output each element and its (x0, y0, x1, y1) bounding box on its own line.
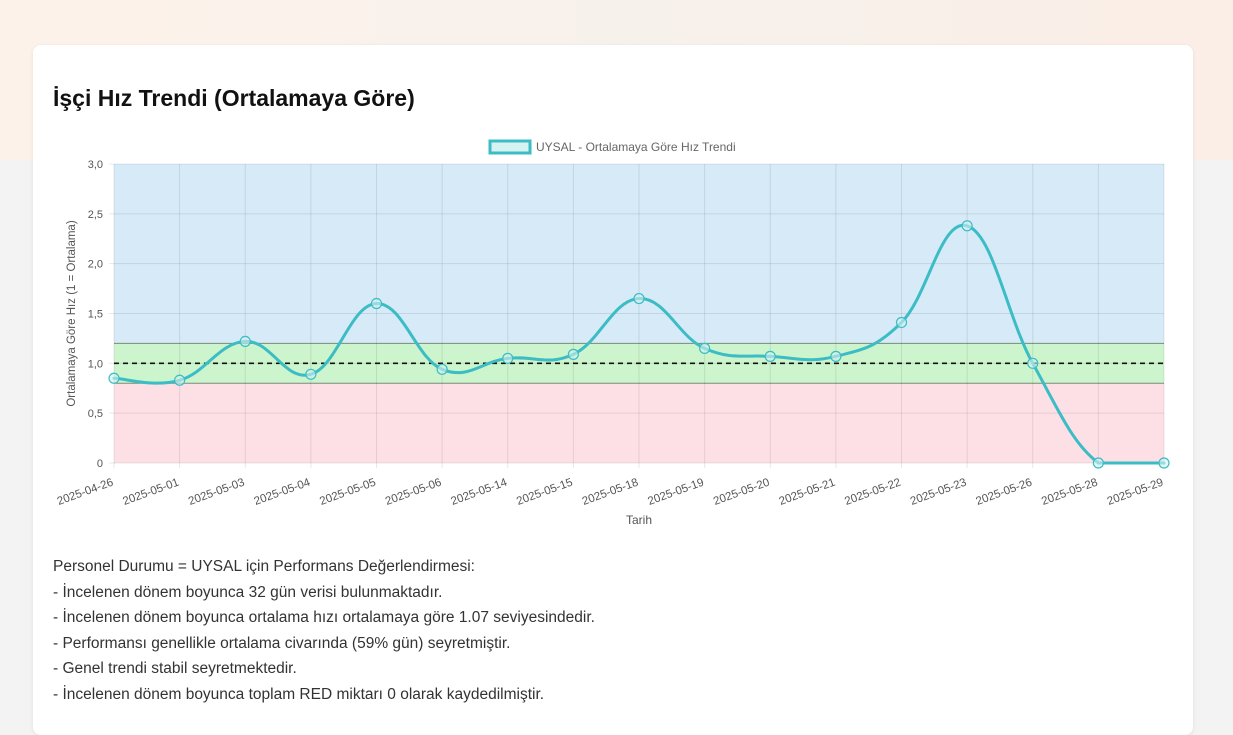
x-tick-label: 2025-05-14 (449, 476, 509, 508)
data-point[interactable] (1158, 457, 1170, 469)
data-point[interactable] (567, 348, 579, 360)
data-point[interactable] (239, 335, 251, 348)
x-tick-label: 2025-05-21 (778, 477, 837, 508)
data-point[interactable] (108, 372, 120, 384)
data-point[interactable] (830, 350, 842, 362)
summary-line-performance: - Performansı genellikle ortalama civarı… (53, 634, 511, 652)
y-tick-label: 2,0 (88, 259, 103, 271)
summary-line-days: - İncelenen dönem boyunca 32 gün verisi … (53, 583, 443, 601)
page-title: İşçi Hız Trendi (Ortalamaya Göre) (53, 85, 415, 111)
data-point[interactable] (502, 352, 514, 364)
band-2 (114, 383, 1164, 463)
y-tick-label: 1,0 (88, 358, 103, 370)
data-point[interactable] (1092, 457, 1104, 469)
y-axis-label: Ortalamaya Göre Hız (1 = Ortalama) (66, 220, 78, 406)
data-point[interactable] (633, 292, 645, 305)
x-tick-label: 2025-05-22 (843, 477, 902, 508)
performance-summary: Personel Durumu = UYSAL için Performans … (53, 554, 595, 707)
x-tick-label: 2025-05-28 (1040, 477, 1099, 508)
data-point[interactable] (961, 220, 973, 232)
x-tick-label: 2025-05-03 (187, 477, 246, 508)
x-axis-label: Tarih (626, 513, 652, 527)
x-tick-label: 2025-05-01 (121, 477, 180, 508)
summary-line-red: - İncelenen dönem boyunca toplam RED mik… (53, 685, 545, 703)
chart-card: İşçi Hız Trendi (Ortalamaya Göre) 0 0,5 1,… (33, 45, 1193, 735)
data-point[interactable] (699, 342, 711, 354)
data-point[interactable] (1027, 357, 1039, 369)
summary-line-heading: Personel Durumu = UYSAL için Performans … (53, 558, 475, 575)
x-tick-label: 2025-05-18 (581, 477, 640, 508)
x-tick-label: 2025-05-06 (384, 477, 443, 508)
x-tick-label: 2025-05-20 (712, 477, 771, 508)
x-tick-label: 2025-05-26 (974, 477, 1033, 508)
summary-line-average: - İncelenen dönem boyunca ortalama hızı … (53, 609, 595, 626)
x-tick-label: 2025-05-29 (1106, 477, 1165, 508)
legend-swatch[interactable] (488, 139, 532, 155)
y-tick-label: 1,5 (88, 309, 103, 321)
summary-line-trend: - Genel trendi stabil seyretmektedir. (53, 660, 297, 677)
y-tick-label: 3,0 (88, 159, 103, 171)
data-point[interactable] (895, 316, 908, 329)
series-line (112, 223, 1166, 465)
speed-trend-chart: 0 0,5 1,0 1,5 2,0 2,5 3,0 2025-04-26 2025-05-01… (56, 139, 1170, 527)
x-tick-label: 2025-05-04 (253, 476, 313, 508)
x-tick-label: 2025-05-23 (909, 477, 968, 508)
data-point[interactable] (436, 363, 448, 375)
y-tick-label: 0 (97, 458, 103, 470)
x-tick-label: 2025-05-19 (646, 477, 705, 508)
x-tick-label: 2025-04-26 (56, 477, 115, 508)
legend-label[interactable]: UYSAL - Ortalamaya Göre Hız Trendi (536, 140, 736, 154)
data-point[interactable] (174, 374, 186, 386)
x-tick-label: 2025-05-15 (515, 477, 574, 508)
data-point[interactable] (370, 297, 383, 310)
y-tick-label: 2,5 (88, 209, 103, 221)
data-point[interactable] (305, 368, 317, 380)
y-tick-label: 0,5 (88, 408, 103, 420)
x-tick-label: 2025-05-05 (318, 477, 377, 508)
data-point[interactable] (764, 350, 776, 362)
